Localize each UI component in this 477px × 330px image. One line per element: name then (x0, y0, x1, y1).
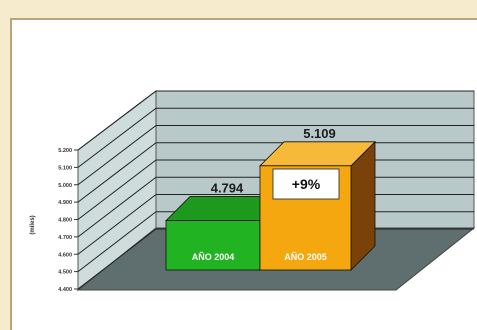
y-tick-label: 5.200 (58, 148, 72, 154)
gridline-side (77, 228, 157, 290)
y-tick-label: 4.600 (58, 252, 72, 258)
gridline-side (77, 107, 157, 168)
y-tick-label: 4.700 (58, 235, 72, 241)
gridline-side (77, 194, 157, 255)
growth-annotation: +9% (292, 176, 321, 192)
gridline-side (77, 142, 157, 203)
gridline-side (77, 90, 157, 151)
y-tick-labels: 5.200 5.100 5.000 4.900 4.800 4.700 4.600 4.500… (58, 148, 72, 293)
y-tick-label: 5.100 (58, 165, 72, 171)
gridline-side (77, 125, 157, 186)
growth-badge (272, 168, 340, 200)
gridline-side (77, 211, 157, 273)
y-tick-label: 4.900 (58, 200, 72, 206)
y-tick-label: 5.000 (58, 183, 72, 189)
bar-a-o-2004 (165, 220, 261, 271)
data-label: 5.109 (303, 126, 336, 141)
y-tick-label: 4.500 (58, 270, 72, 276)
gridlines (74, 90, 474, 290)
category-label: AÑO 2004 (192, 252, 235, 262)
gridline-side (77, 176, 157, 238)
y-tick-label: 4.400 (58, 287, 72, 293)
data-labels: AÑO 2004 4.794 AÑO 2005 5.109 +9% (192, 126, 340, 262)
y-tick-label: 4.800 (58, 218, 72, 224)
gridline-side (77, 159, 157, 220)
y-axis-label: (miles) (30, 215, 36, 234)
category-label: AÑO 2005 (284, 252, 327, 262)
data-label: 4.794 (211, 181, 244, 196)
